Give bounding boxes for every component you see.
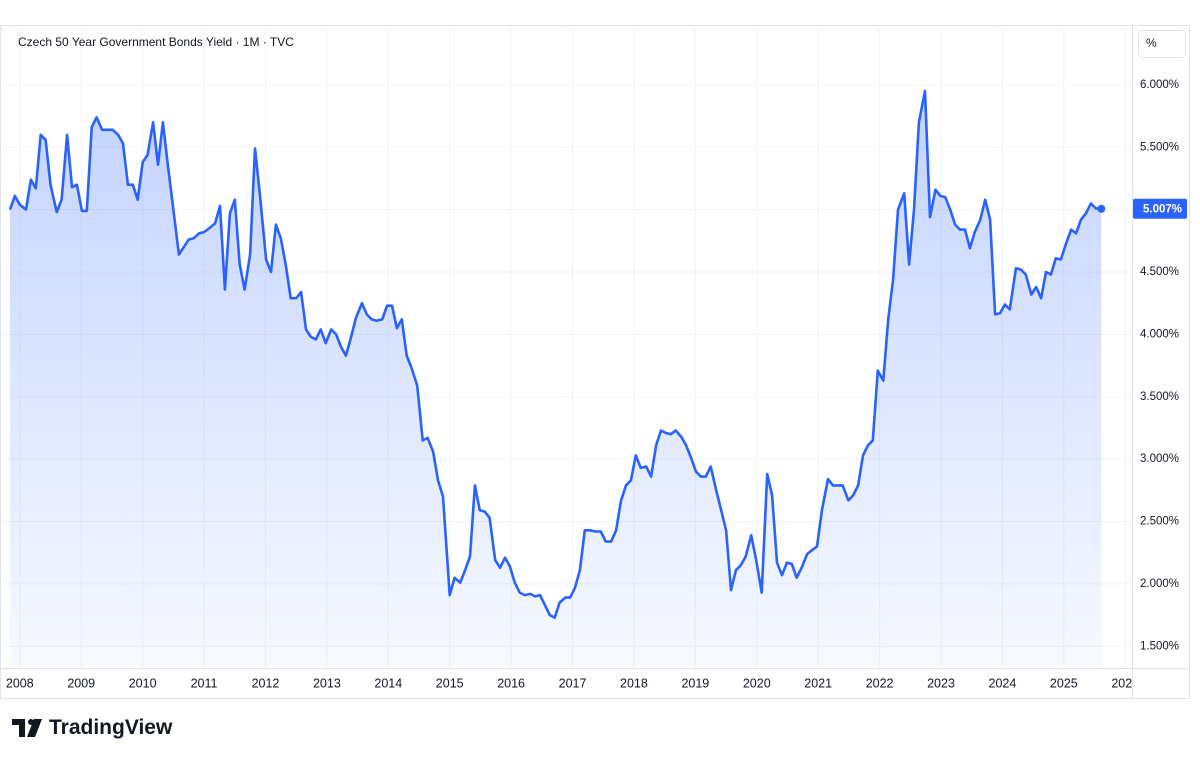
y-tick-label: 1.500% [1140,640,1179,652]
x-tick-label: 2014 [374,676,402,690]
x-tick-label: 2012 [252,676,280,690]
x-tick-label: 2017 [559,676,587,690]
logo-slash [27,719,42,737]
x-tick-label: 2015 [436,676,464,690]
x-tick-label: 2018 [620,676,648,690]
x-tick-label: 2026 [1111,676,1139,690]
x-tick-label: 2020 [743,676,771,690]
x-tick-label: 2025 [1050,676,1078,690]
x-tick-label: 2016 [497,676,525,690]
series-line [8,89,1102,619]
time-axis: 2008 2009 2010 2011 2012 2013 2014 2015 2016 2017… [6,676,1139,690]
x-tick-label: 2010 [129,676,157,690]
price-badge-label: 5.007% [1143,203,1182,215]
price-badge-box [1133,198,1187,219]
y-tick-label: 6.000% [1140,79,1179,91]
last-point [1097,204,1106,213]
x-tick-label: 2021 [804,676,832,690]
area-fill [10,91,1102,666]
x-tick-label: 2024 [989,676,1017,690]
logo-bar [12,719,25,725]
x-tick-label: 2011 [191,676,218,690]
y-tick-label: 3.500% [1140,391,1179,403]
x-tick-label: 2022 [866,676,894,690]
y-tick-label: 2.500% [1140,516,1179,528]
y-tick-label: 2.000% [1140,578,1179,590]
brand-logo: TradingView [12,716,173,739]
plot-area [8,89,1106,666]
brand-name: TradingView [49,716,173,739]
x-tick-label: 2009 [67,676,95,690]
x-tick-label: 2013 [313,676,341,690]
x-tick-label: 2008 [6,676,34,690]
price-badge: 5.007% [1133,198,1187,219]
x-tick-label: 2023 [927,676,955,690]
chart-frame [0,25,1190,699]
logo-stem [19,719,25,737]
y-tick-label: 3.000% [1140,453,1179,465]
y-tick-label: 4.500% [1140,266,1179,278]
y-tick-label: 4.000% [1140,328,1179,340]
scale-button-label[interactable]: % [1146,36,1157,50]
chart-title: Czech 50 Year Government Bonds Yield · 1… [18,35,294,49]
y-tick-label: 5.500% [1140,141,1179,153]
price-axis: 1.500% 2.000% 2.500% 3.000% 3.500% 4.000% 4.50… [1140,79,1179,652]
scale-button[interactable]: % [1138,30,1186,58]
scale-button-box[interactable] [1138,30,1186,58]
x-tick-label: 2019 [681,676,709,690]
